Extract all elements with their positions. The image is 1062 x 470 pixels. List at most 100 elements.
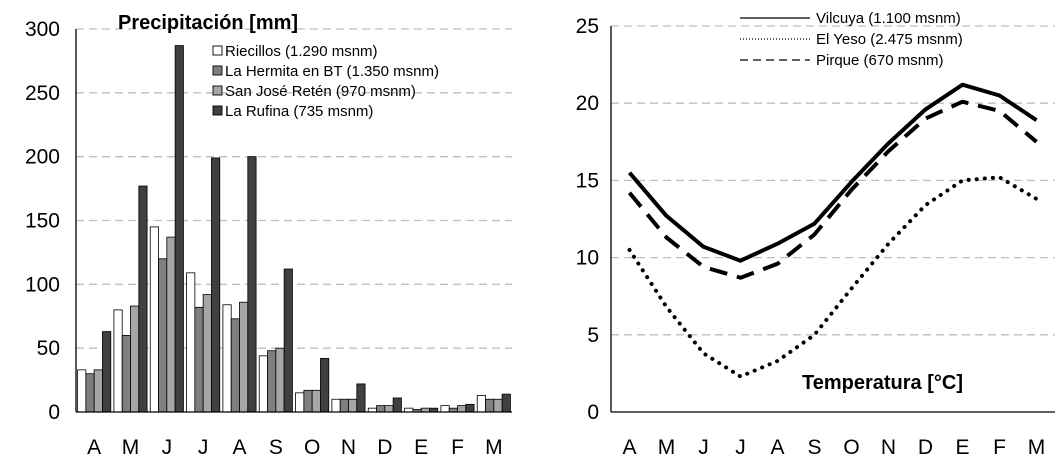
precip-bar (457, 405, 467, 413)
temp-y-tick: 15 (576, 169, 599, 192)
temp-y-tick: 10 (576, 247, 599, 270)
temp-title: Temperatura [°C] (802, 372, 963, 394)
precip-bar (476, 395, 486, 413)
temp-legend: Vilcuya (1.100 msnm) El Yeso (2.475 msnm)… (740, 10, 963, 69)
precip-bar (113, 309, 123, 413)
precip-bar (102, 331, 112, 413)
precip-bar (283, 268, 293, 413)
temp-x-tick: J (698, 436, 709, 459)
precip-bar (77, 369, 87, 413)
precip-x-tick: S (269, 436, 283, 459)
temp-legend-label: El Yeso (2.475 msnm) (816, 31, 963, 48)
temp-y-tick: 5 (587, 324, 599, 347)
precip-y-tick: 100 (25, 273, 60, 296)
precip-x-tick: N (341, 436, 356, 459)
precip-legend-label: La Rufina (735 msnm) (225, 103, 373, 120)
temp-series-line (627, 175, 1039, 379)
precip-bar (121, 334, 131, 413)
precip-bar (85, 373, 95, 413)
precip-x-tick: E (414, 436, 428, 459)
precip-legend-swatch (212, 105, 223, 116)
precip-y-tick: 200 (25, 146, 60, 169)
temp-x-tick: M (1028, 436, 1046, 459)
precip-bar (376, 405, 386, 413)
temp-x-tick: M (658, 436, 676, 459)
precip-bar (267, 350, 277, 413)
precip-legend-label: San José Retén (970 msnm) (225, 83, 416, 100)
precip-bar (247, 156, 257, 413)
precip-title: Precipitación [mm] (118, 12, 298, 34)
precip-bar (493, 398, 503, 413)
temp-series-line (627, 82, 1038, 263)
precip-gridlines (76, 28, 512, 349)
precip-bar (339, 398, 349, 413)
precip-x-tick: D (377, 436, 392, 459)
precip-bar (211, 157, 221, 413)
precip-x-tick: O (304, 436, 320, 459)
temp-legend-label: Pirque (670 msnm) (816, 52, 944, 69)
precip-bar (311, 389, 321, 413)
precip-bar (149, 226, 159, 413)
precip-bar (158, 258, 168, 413)
precip-bar (331, 398, 341, 413)
precip-bar (222, 304, 232, 413)
precip-bar (440, 405, 450, 413)
precip-legend-label: Riecillos (1.290 msnm) (225, 43, 378, 60)
temp-x-tick: J (735, 436, 746, 459)
precip-x-tick: M (122, 436, 140, 459)
precip-bar (465, 403, 475, 413)
temp-x-tick: S (807, 436, 821, 459)
precip-bar (239, 301, 249, 413)
precip-bar (138, 185, 148, 413)
precip-bar (348, 398, 358, 413)
precip-legend-swatch (212, 45, 223, 56)
precip-bar (275, 347, 285, 413)
temp-x-tick: O (843, 436, 859, 459)
precip-bar (186, 272, 196, 413)
precip-x-tick: M (485, 436, 503, 459)
precip-bar (130, 305, 140, 413)
precip-legend-swatch (212, 65, 223, 76)
temp-x-tick: D (918, 436, 933, 459)
precip-bar (174, 45, 184, 413)
temp-legend-label: Vilcuya (1.100 msnm) (816, 10, 961, 27)
temp-y-tick: 0 (587, 401, 599, 424)
precip-bar (258, 355, 268, 413)
precip-bar (392, 397, 402, 413)
temp-y-tick-labels: 0 5 10 15 20 25 (576, 15, 599, 424)
temp-series-line (627, 99, 1038, 280)
precip-y-tick: 250 (25, 82, 60, 105)
precip-bar (356, 383, 366, 413)
precip-bar (303, 389, 313, 413)
precip-x-tick: J (162, 436, 173, 459)
temp-x-tick: E (955, 436, 969, 459)
precip-legend-label: La Hermita en BT (1.350 msnm) (225, 63, 439, 80)
precip-bar (320, 357, 330, 413)
precip-y-tick: 0 (48, 401, 60, 424)
precip-x-tick: A (87, 436, 101, 459)
precip-bar (166, 236, 176, 413)
precip-bar (230, 318, 240, 413)
temp-lines (627, 82, 1039, 379)
precip-x-tick: F (451, 436, 464, 459)
precip-bar (202, 294, 212, 413)
precip-bars (77, 45, 511, 413)
precip-bar (485, 398, 495, 413)
precip-legend-swatch (212, 85, 223, 96)
precip-bar (93, 369, 103, 413)
precip-bar (295, 392, 305, 413)
temp-x-tick: N (881, 436, 896, 459)
temp-y-tick: 20 (576, 92, 599, 115)
precip-y-tick: 150 (25, 210, 60, 233)
precip-bar (384, 405, 394, 413)
precip-bar (194, 306, 204, 413)
precip-y-tick-labels: 0 50 100 150 200 250 300 (25, 18, 60, 424)
precip-x-tick: A (232, 436, 246, 459)
temp-x-tick: F (993, 436, 1006, 459)
temp-x-tick: A (770, 436, 784, 459)
precip-bar (501, 393, 511, 413)
